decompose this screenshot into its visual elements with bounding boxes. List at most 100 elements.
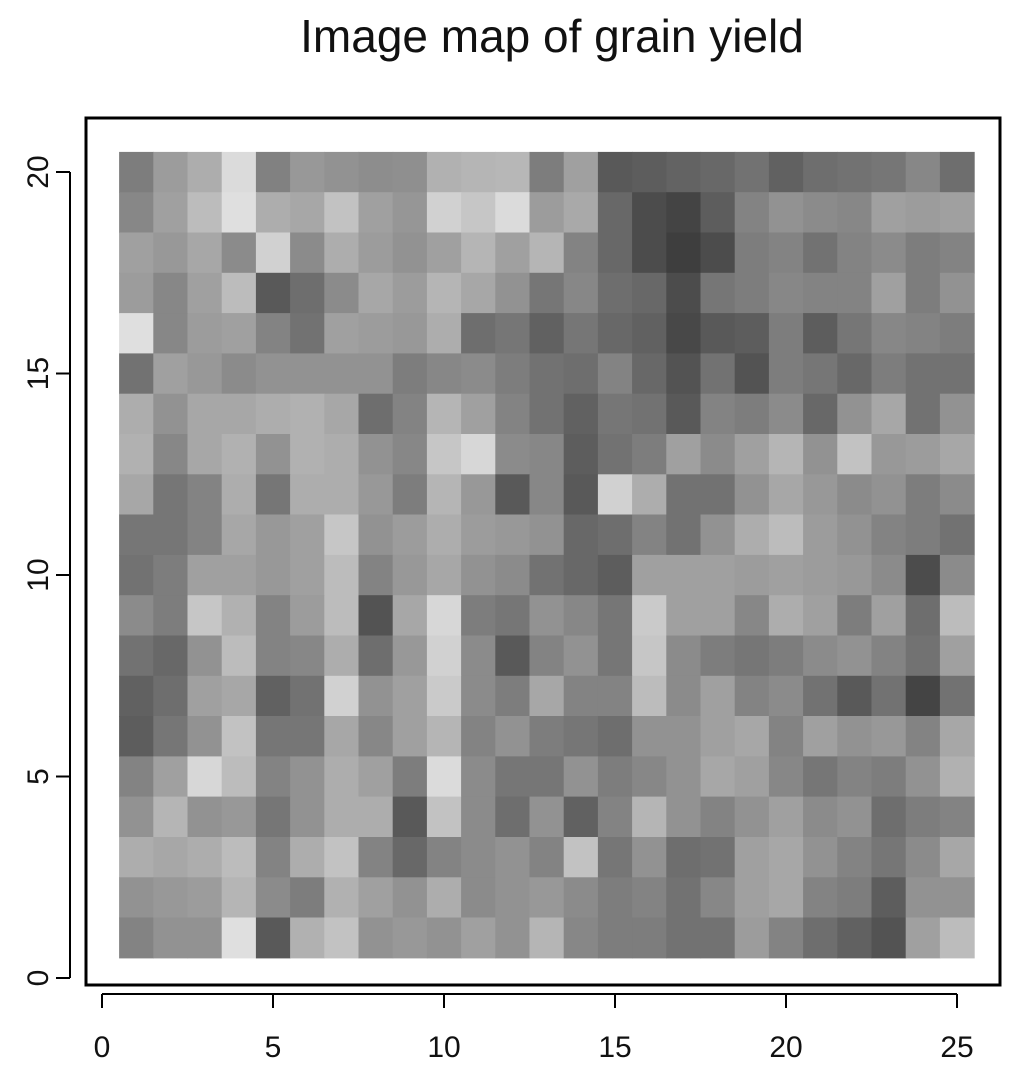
heatmap-cell (837, 393, 873, 435)
heatmap-cell (768, 393, 804, 435)
heatmap-cell (734, 232, 770, 274)
heatmap-cell (768, 756, 804, 798)
heatmap-cell (666, 151, 702, 193)
heatmap-cell (495, 837, 531, 878)
heatmap-cell (324, 877, 360, 919)
heatmap-cell (495, 272, 531, 314)
heatmap-cell (529, 837, 565, 878)
heatmap-cell (768, 192, 804, 234)
heatmap-cell (392, 393, 428, 435)
heatmap-cell (119, 675, 154, 717)
heatmap-cell (255, 716, 291, 757)
plot-frame (84, 116, 1002, 987)
heatmap-cell (119, 595, 154, 637)
heatmap-cell (837, 756, 873, 798)
heatmap-cell (461, 151, 496, 193)
heatmap-cell (734, 554, 770, 596)
heatmap-cell (666, 756, 702, 798)
heatmap-cell (563, 514, 599, 556)
heatmap-cell (837, 796, 873, 838)
heatmap-cell (495, 192, 531, 234)
heatmap-cell (392, 796, 428, 838)
heatmap-cell (495, 675, 531, 717)
heatmap-cell (495, 635, 531, 677)
heatmap-cell (939, 917, 975, 959)
heatmap-cell (563, 192, 599, 234)
heatmap-cell (324, 675, 360, 717)
heatmap-cell (803, 796, 838, 838)
heatmap-cell (905, 877, 941, 919)
heatmap-cell (871, 716, 907, 757)
heatmap-cell (734, 192, 770, 234)
heatmap-cell (358, 877, 394, 919)
heatmap-cell (939, 474, 975, 516)
heatmap-cell (871, 917, 907, 959)
heatmap-cell (221, 393, 257, 435)
heatmap-cell (837, 474, 873, 516)
heatmap-cell (153, 313, 189, 354)
heatmap-cell (392, 837, 428, 878)
heatmap-cell (905, 514, 941, 556)
heatmap-cell (255, 393, 291, 435)
heatmap-cell (666, 877, 702, 919)
heatmap-cell (905, 232, 941, 274)
y-axis: 0 5 10 15 20 (22, 155, 71, 986)
heatmap-cell (803, 393, 838, 435)
heatmap-cell (153, 716, 189, 757)
heatmap-cell (939, 595, 975, 637)
heatmap-cell (221, 232, 257, 274)
heatmap-cell (187, 554, 223, 596)
heatmap-cell (871, 232, 907, 274)
heatmap-cell (803, 313, 838, 354)
heatmap-cell (871, 595, 907, 637)
heatmap-cell (734, 877, 770, 919)
heatmap-cell (597, 554, 633, 596)
heatmap-cell (666, 353, 702, 395)
heatmap-cell (563, 756, 599, 798)
heatmap-cell (255, 232, 291, 274)
heatmap-cell (153, 192, 189, 234)
heatmap-cell (734, 272, 770, 314)
heatmap-cell (563, 554, 599, 596)
heatmap-cell (495, 353, 531, 395)
heatmap-cell (119, 272, 154, 314)
heatmap-cell (392, 192, 428, 234)
heatmap-cell (426, 474, 462, 516)
heatmap-cell (700, 675, 736, 717)
heatmap-cell (290, 514, 325, 556)
heatmap-cell (495, 554, 531, 596)
heatmap-cell (153, 232, 189, 274)
heatmap-cell (221, 595, 257, 637)
heatmap-cell (392, 675, 428, 717)
heatmap-cell (187, 353, 223, 395)
heatmap-cell (324, 474, 360, 516)
heatmap-cell (392, 514, 428, 556)
heatmap-cell (700, 232, 736, 274)
heatmap-cell (187, 232, 223, 274)
heatmap-cell (563, 837, 599, 878)
chart-title: Image map of grain yield (300, 10, 804, 62)
heatmap-cell (153, 434, 189, 475)
x-tick-label: 25 (940, 1031, 973, 1064)
heatmap-cell (119, 716, 154, 757)
heatmap-cell (426, 877, 462, 919)
heatmap-cell (700, 353, 736, 395)
heatmap-cell (426, 716, 462, 757)
heatmap-cell (290, 313, 325, 354)
heatmap-cell (803, 272, 838, 314)
heatmap-cell (529, 393, 565, 435)
heatmap-cell (871, 675, 907, 717)
heatmap-cell (563, 917, 599, 959)
heatmap-cell (529, 595, 565, 637)
heatmap-cell (632, 635, 667, 677)
heatmap-cell (768, 877, 804, 919)
heatmap-cell (495, 232, 531, 274)
heatmap-cell (119, 474, 154, 516)
heatmap-cell (700, 151, 736, 193)
heatmap-cell (290, 192, 325, 234)
heatmap-cell (803, 635, 838, 677)
heatmap-cell (426, 635, 462, 677)
heatmap-cell (632, 675, 667, 717)
x-tick-label: 10 (427, 1031, 460, 1064)
